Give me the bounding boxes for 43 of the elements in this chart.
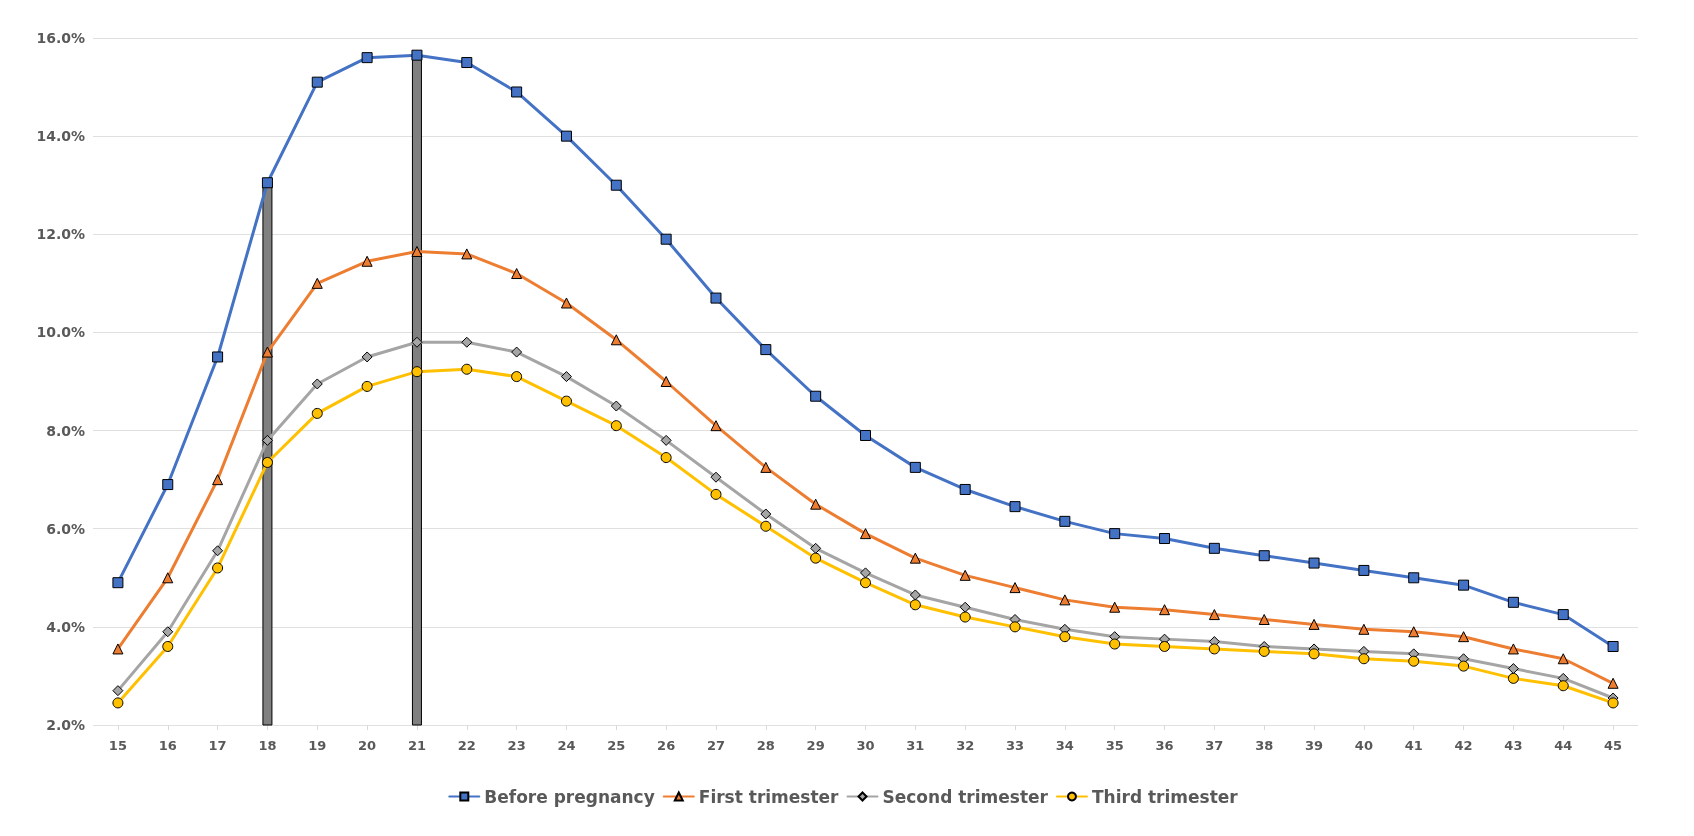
x-tick-label: 45 (1604, 738, 1623, 753)
x-tick-label: 25 (607, 738, 626, 753)
x-tick-label: 15 (108, 738, 127, 753)
x-tick-label: 35 (1105, 738, 1124, 753)
x-tick-label: 34 (1055, 738, 1074, 753)
y-tick-label: 4.0% (46, 618, 85, 635)
legend-label: Second trimester (882, 786, 1049, 807)
y-tick-label: 10.0% (36, 324, 85, 341)
y-tick-label: 12.0% (36, 226, 85, 243)
x-tick-label: 40 (1354, 738, 1373, 753)
y-tick-label: 8.0% (46, 422, 85, 439)
x-tick-label: 27 (706, 738, 726, 753)
x-tick-label: 44 (1554, 738, 1573, 753)
y-tick-label: 2.0% (46, 717, 85, 733)
x-tick-label: 17 (208, 738, 227, 753)
x-tick-label: 41 (1404, 738, 1423, 753)
legend-label: Before pregnancy (484, 786, 655, 807)
legend-label: Third trimester (1091, 786, 1239, 807)
x-tick-label: 26 (657, 738, 676, 753)
x-tick-label: 18 (258, 738, 277, 753)
y-tick-label: 6.0% (46, 520, 85, 537)
x-tick-label: 38 (1255, 738, 1274, 753)
x-tick-label: 23 (507, 738, 526, 753)
x-tick-label: 37 (1205, 738, 1224, 753)
x-tick-label: 32 (956, 738, 975, 753)
x-tick-label: 24 (557, 738, 576, 753)
x-tick-label: 36 (1155, 738, 1174, 753)
x-tick-label: 16 (158, 738, 177, 753)
y-tick-label: 14.0% (36, 128, 85, 145)
x-tick-label: 43 (1504, 738, 1523, 753)
x-tick-label: 39 (1305, 738, 1324, 753)
x-tick-label: 20 (358, 738, 377, 753)
x-tick-label: 30 (856, 738, 875, 753)
x-tick-label: 29 (806, 738, 825, 753)
x-tick-label: 31 (906, 738, 925, 753)
x-tick-label: 19 (308, 738, 327, 753)
x-tick-label: 33 (1005, 738, 1025, 753)
x-tick-label: 21 (407, 738, 426, 753)
x-tick-label: 28 (756, 738, 775, 753)
y-tick-label: 16.0% (36, 30, 85, 46)
legend-label: First trimester (698, 786, 840, 807)
x-tick-label: 42 (1454, 738, 1473, 753)
x-tick-label: 22 (457, 738, 476, 753)
